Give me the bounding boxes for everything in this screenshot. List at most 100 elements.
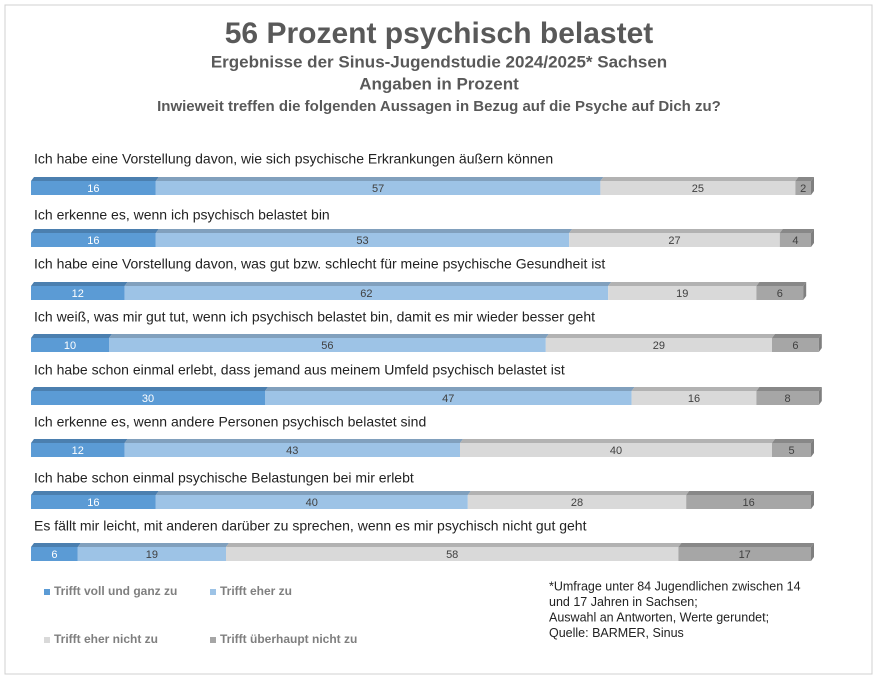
- value-label: 10: [64, 340, 76, 352]
- bar: [460, 443, 772, 457]
- bar-side-face: [811, 229, 814, 247]
- bar-top-face: [686, 491, 814, 495]
- legend-swatch: [210, 589, 216, 595]
- bar-top-face: [77, 543, 229, 547]
- bar-top-face: [608, 282, 760, 286]
- category-label: Ich habe eine Vorstellung davon, wie sic…: [34, 151, 553, 167]
- value-label: 30: [142, 393, 154, 405]
- legend-label: Trifft eher nicht zu: [54, 632, 158, 646]
- bar: [155, 495, 468, 509]
- bar-top-face: [109, 334, 549, 338]
- bar-top-face: [795, 177, 814, 181]
- question: Inwieweit treffen die folgenden Aussagen…: [157, 98, 721, 115]
- bar-side-face: [818, 387, 822, 405]
- bar-top-face: [226, 543, 682, 547]
- bar: [600, 181, 796, 195]
- bar-top-face: [31, 543, 81, 547]
- bar: [779, 233, 811, 247]
- bar: [31, 547, 78, 561]
- bar-top-face: [155, 177, 604, 181]
- bar: [77, 547, 226, 561]
- value-label: 2: [800, 183, 806, 195]
- bar: [756, 391, 819, 405]
- bar-top-face: [31, 334, 112, 338]
- value-label: 57: [372, 183, 384, 195]
- value-label: 5: [788, 445, 794, 457]
- category-label: Ich erkenne es, wenn andere Personen psy…: [34, 414, 426, 430]
- bar: [226, 547, 679, 561]
- value-label: 16: [87, 235, 99, 247]
- unit-note: Angaben in Prozent: [359, 74, 519, 93]
- bar-top-face: [31, 229, 159, 233]
- bar-top-face: [756, 282, 807, 286]
- bar: [31, 495, 156, 509]
- value-label: 6: [51, 549, 57, 561]
- bar: [31, 233, 156, 247]
- bar: [678, 547, 811, 561]
- chart-subtitle: Ergebnisse der Sinus-Jugendstudie 2024/2…: [211, 52, 667, 71]
- value-label: 25: [692, 183, 704, 195]
- bar: [31, 338, 109, 352]
- bar-top-face: [772, 334, 822, 338]
- bar-side-face: [811, 491, 814, 509]
- footnote: und 17 Jahren in Sachsen;: [549, 595, 698, 609]
- value-label: 8: [785, 393, 791, 405]
- bar-top-face: [31, 282, 128, 286]
- bar: [31, 443, 125, 457]
- value-label: 58: [446, 549, 458, 561]
- bar-top-face: [124, 282, 612, 286]
- value-label: 16: [688, 393, 700, 405]
- category-label: Ich erkenne es, wenn ich psychisch belas…: [34, 207, 330, 223]
- value-label: 53: [356, 235, 368, 247]
- bar-top-face: [756, 387, 822, 391]
- bar-top-face: [460, 439, 775, 443]
- bar: [31, 391, 265, 405]
- value-label: 17: [739, 549, 751, 561]
- value-label: 47: [442, 393, 454, 405]
- legend-swatch: [44, 589, 50, 595]
- bar: [772, 443, 811, 457]
- footnote: Auswahl an Antworten, Werte gerundet;: [549, 610, 769, 624]
- bar-top-face: [678, 543, 814, 547]
- bar: [155, 233, 570, 247]
- bar-top-face: [265, 387, 635, 391]
- value-label: 28: [571, 497, 583, 509]
- bar: [467, 495, 687, 509]
- bar-top-face: [631, 387, 760, 391]
- bar: [569, 233, 780, 247]
- legend-swatch: [44, 637, 50, 643]
- category-label: Ich habe schon einmal erlebt, dass jeman…: [34, 362, 565, 378]
- bar-top-face: [779, 229, 814, 233]
- bar: [795, 181, 811, 195]
- legend-label: Trifft überhaupt nicht zu: [220, 632, 357, 646]
- value-label: 40: [610, 445, 622, 457]
- category-label: Ich weiß, was mir gut tut, wenn ich psyc…: [34, 309, 595, 325]
- bar: [124, 286, 609, 300]
- bar-top-face: [124, 439, 463, 443]
- category-label: Ich habe eine Vorstellung davon, was gut…: [34, 256, 605, 272]
- bar: [31, 181, 156, 195]
- bar-side-face: [811, 177, 814, 195]
- value-label: 16: [742, 497, 754, 509]
- bar: [124, 443, 460, 457]
- value-label: 56: [321, 340, 333, 352]
- bar: [608, 286, 757, 300]
- bar: [631, 391, 757, 405]
- bar-side-face: [811, 439, 814, 457]
- bar-side-face: [818, 334, 822, 352]
- value-label: 40: [306, 497, 318, 509]
- value-label: 62: [360, 288, 372, 300]
- bar: [772, 338, 819, 352]
- bar-top-face: [31, 387, 268, 391]
- footnote: Quelle: BARMER, Sinus: [549, 626, 684, 640]
- bar-top-face: [569, 229, 783, 233]
- bar-top-face: [155, 491, 471, 495]
- bar: [31, 286, 125, 300]
- chart-title: 56 Prozent psychisch belastet: [225, 17, 654, 50]
- value-label: 6: [777, 288, 783, 300]
- bar: [265, 391, 632, 405]
- value-label: 16: [87, 183, 99, 195]
- bar-side-face: [803, 282, 807, 300]
- bar-top-face: [467, 491, 690, 495]
